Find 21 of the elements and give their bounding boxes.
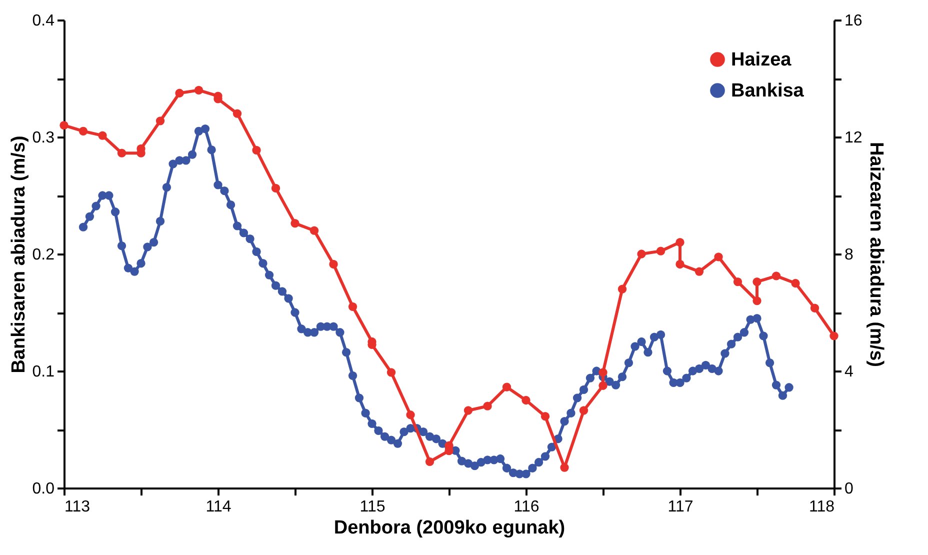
y-tick-label: 0.2 [32, 246, 55, 264]
y2-tick-label: 12 [844, 130, 862, 146]
x-tick-label: 116 [514, 498, 540, 516]
x-tick-label: 115 [360, 498, 386, 516]
legend-label: Haizea [731, 50, 792, 70]
x-tick-label: 117 [668, 498, 694, 516]
y2-tick-label: 8 [844, 246, 854, 264]
y-tick-label: 0.3 [32, 130, 55, 146]
legend-label: Bankisa [731, 80, 804, 102]
x-tick-label: 113 [64, 498, 90, 516]
y2-tick-label: 16 [844, 12, 862, 30]
x-tick-label: 114 [206, 498, 232, 516]
x-axis-title: Denbora (2009ko egunak) [334, 518, 566, 538]
y-tick-label: 0.0 [32, 480, 55, 498]
y-tick-label: 0.4 [32, 12, 55, 30]
y-axis-title: Bankisaren abiadura (m/s) [8, 136, 30, 374]
y2-tick-label: 0 [844, 480, 854, 498]
y-tick-label: 0.1 [32, 364, 55, 380]
y2-tick-label: 4 [844, 364, 854, 380]
x-tick-label: 118 [808, 498, 835, 516]
y2-axis-title: Haizearen abiadura (m/s) [865, 142, 886, 367]
